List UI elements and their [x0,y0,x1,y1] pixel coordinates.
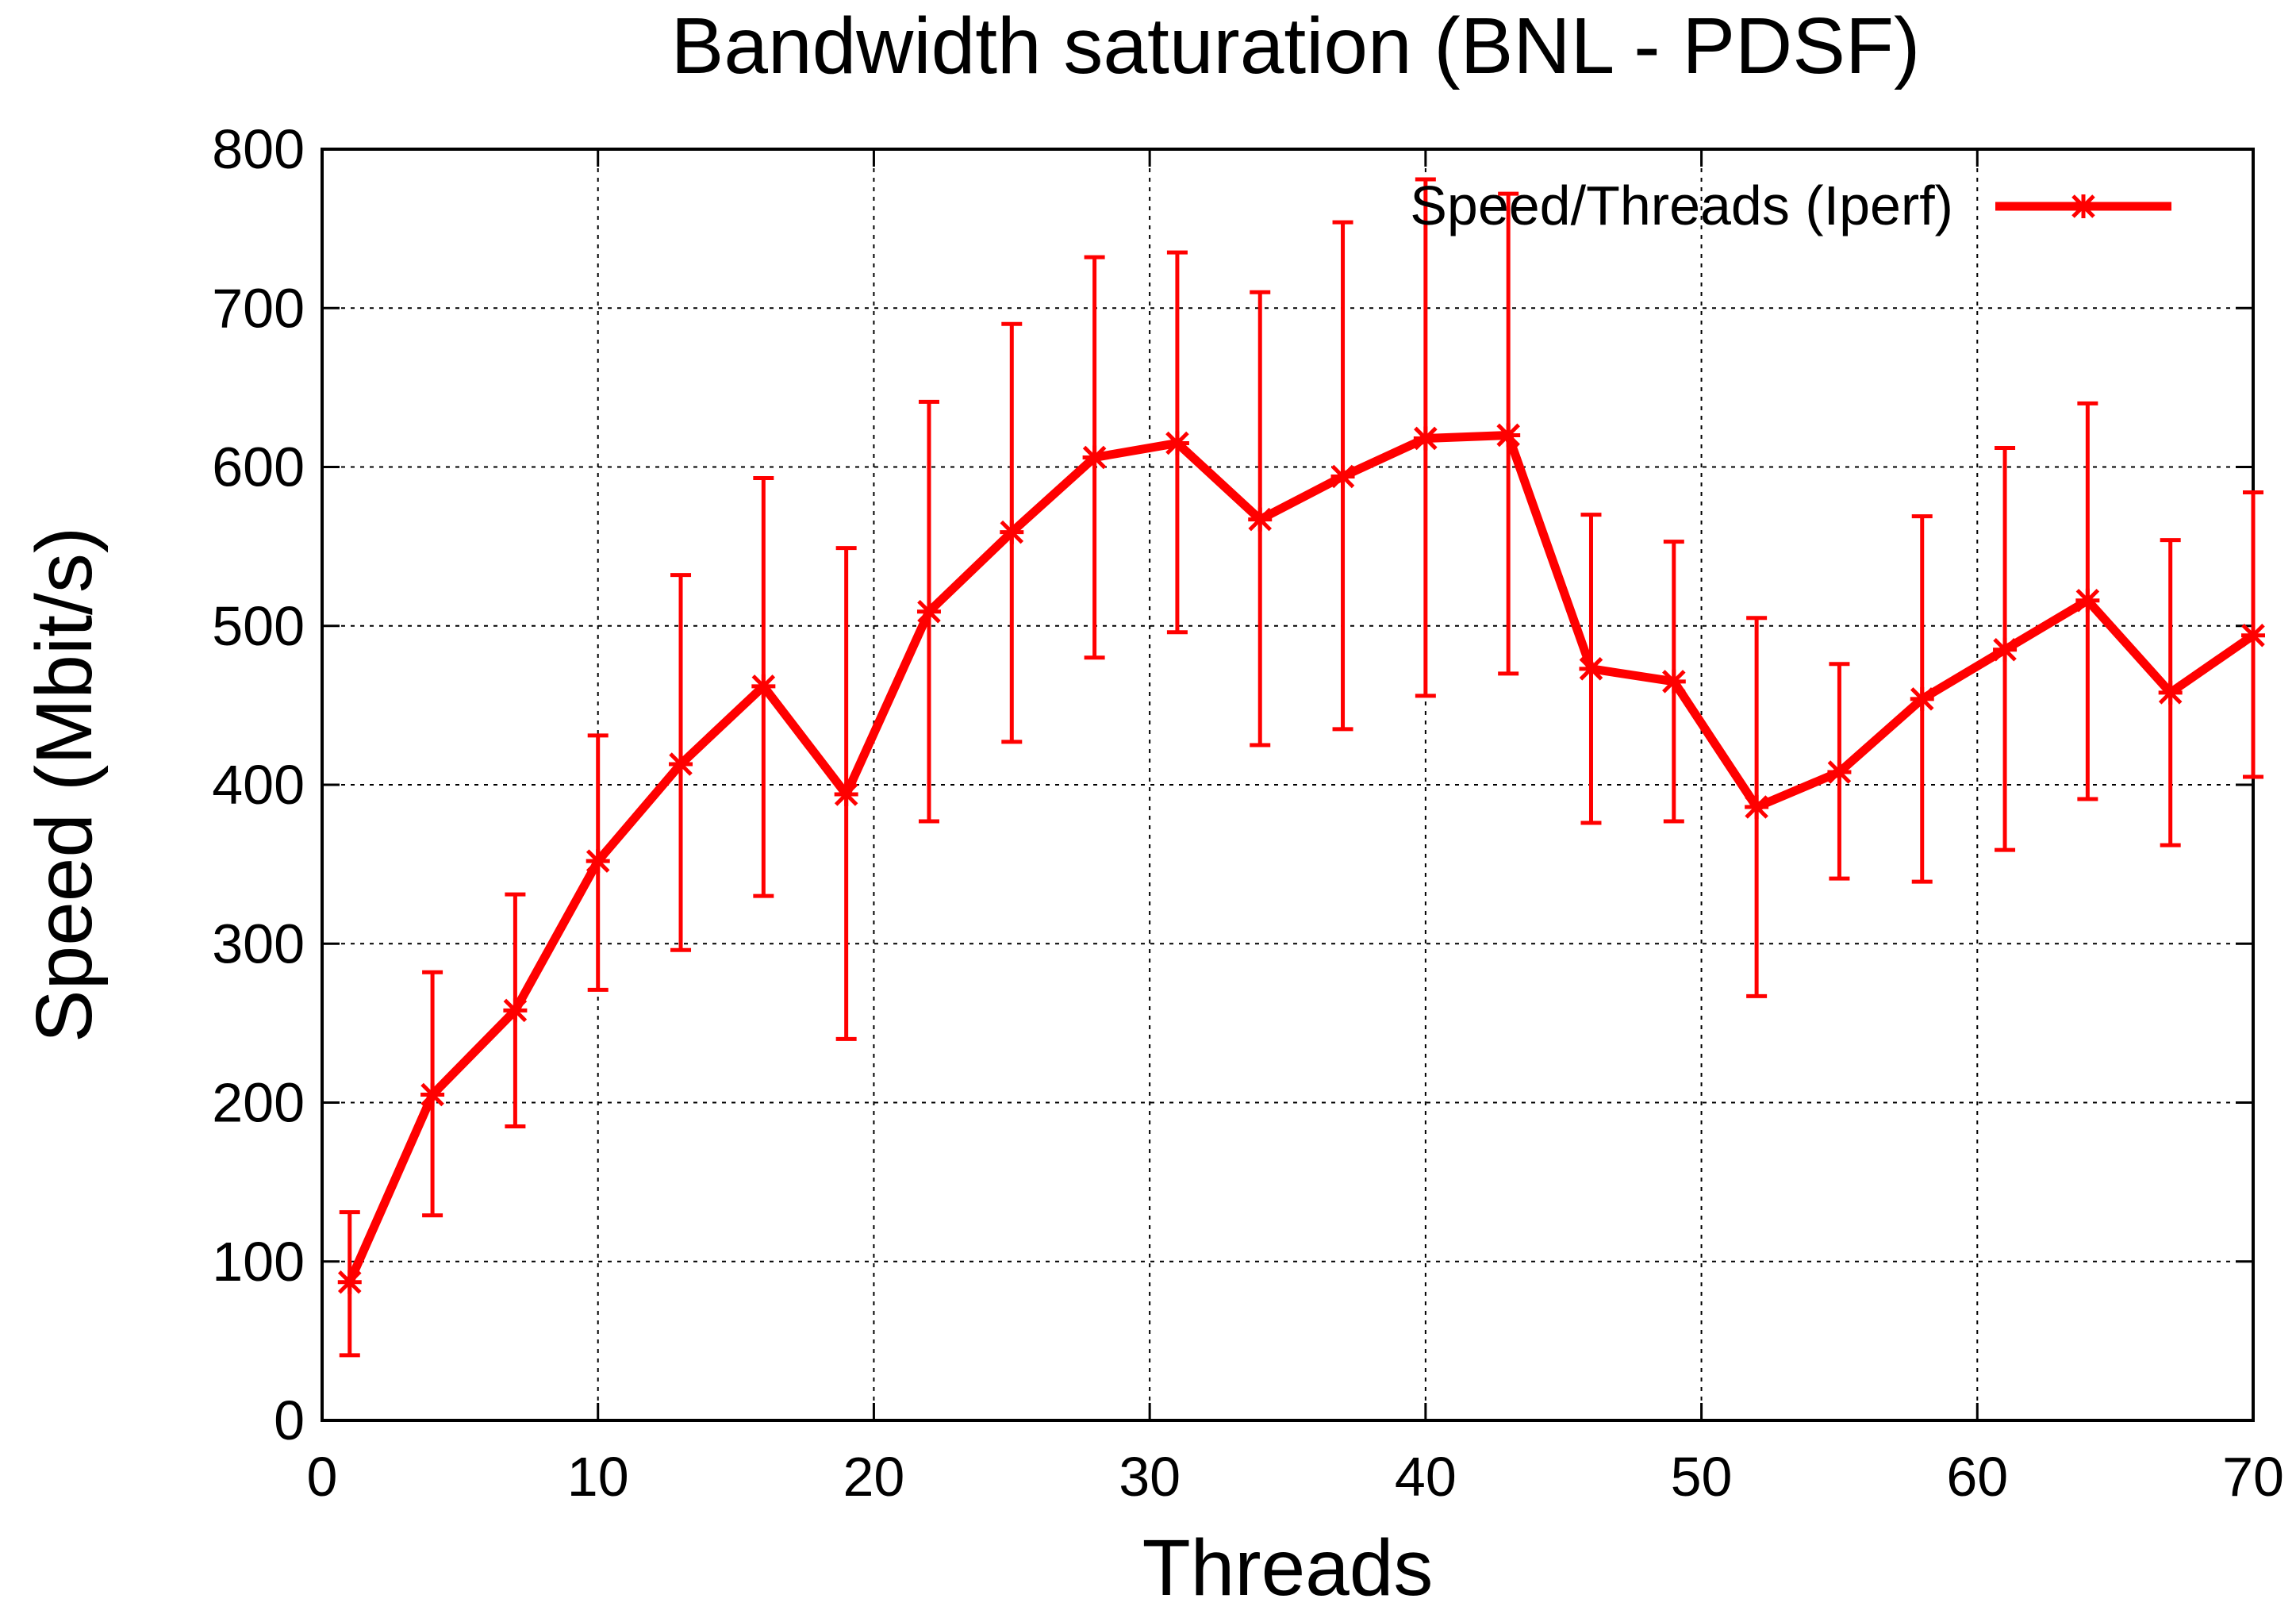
series-lines [345,430,2258,1287]
data-point [1496,423,1521,448]
x-tick-label: 60 [1946,1446,2008,1508]
data-point [586,849,610,874]
legend-marker-shape [2071,194,2095,218]
data-point [1000,520,1024,544]
data-point [1827,759,1852,784]
x-tick-label: 50 [1671,1446,1733,1508]
data-point [420,1082,445,1107]
data-point [1745,795,1769,820]
data-point [337,1270,362,1294]
y-tick-label: 700 [212,277,305,339]
data-point [503,998,528,1023]
data-point [751,674,776,698]
ticks: 0 100 200 300 400 500 600 700 800 0 10 20 30 40 50 60 70 [212,118,2284,1508]
legend-label: Speed/Threads (Iperf) [1410,175,1953,236]
data-point [1910,686,1934,711]
data-point [1413,426,1438,451]
x-tick-label: 70 [2222,1446,2284,1508]
grid [322,149,2253,1420]
data-point [1082,445,1107,470]
y-tick-label: 400 [212,754,305,816]
data-point [1165,431,1189,455]
data-point [1579,656,1603,681]
data-point [1248,507,1273,532]
x-axis-label: Threads [1142,1524,1434,1610]
chart-title: Bandwidth saturation (BNL - PDSF) [671,2,1921,90]
data-point [916,599,941,624]
y-tick-label: 0 [274,1389,305,1451]
x-tick-label: 40 [1395,1446,1457,1508]
legend-marker [2071,194,2095,218]
data-point [669,751,693,776]
y-tick-label: 200 [212,1072,305,1134]
data-point [2075,588,2100,613]
x-tick-label: 0 [307,1446,338,1508]
y-tick-label: 500 [212,595,305,657]
y-tick-label: 800 [212,118,305,180]
error-bars [339,177,2263,1358]
data-point [1993,637,2018,662]
y-tick-label: 600 [212,436,305,498]
data-point [2158,680,2183,705]
x-tick-label: 20 [843,1446,904,1508]
data-point [1661,669,1686,694]
data-point [834,782,858,807]
data-point [2241,623,2265,648]
x-tick-label: 10 [567,1446,629,1508]
series-line [345,430,2258,1287]
data-points [337,423,2265,1294]
y-tick-label: 300 [212,913,305,974]
y-axis-label: Speed (Mbit/s) [20,527,109,1043]
x-tick-label: 30 [1119,1446,1181,1508]
data-point [1330,464,1355,489]
legend: Speed/Threads (Iperf) [1410,175,2171,236]
y-tick-label: 100 [212,1231,305,1293]
